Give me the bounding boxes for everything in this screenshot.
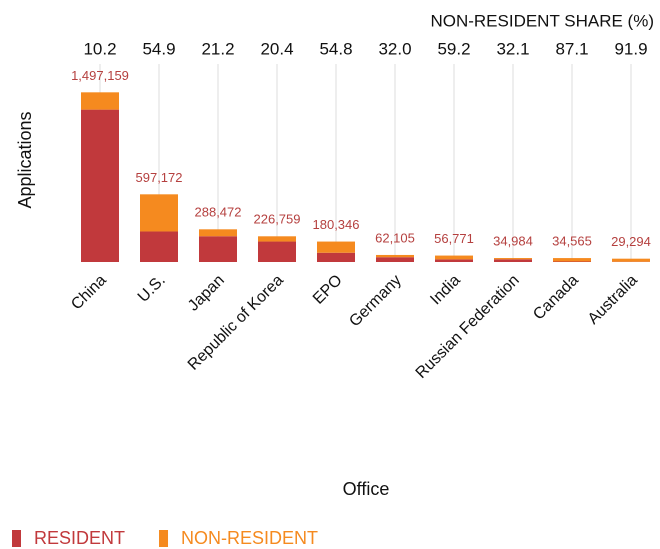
total-label: 288,472 — [195, 205, 242, 220]
share-label: 21.2 — [201, 39, 234, 58]
legend-swatch — [159, 530, 169, 547]
x-tick-label: China — [68, 272, 110, 314]
share-label: 59.2 — [437, 39, 470, 58]
bar-segment — [140, 231, 178, 262]
x-tick-label: Japan — [185, 272, 228, 315]
y-axis-label: Applications — [15, 111, 35, 208]
share-label: 10.2 — [83, 39, 116, 58]
x-tick-label: India — [427, 272, 464, 309]
bar-segment — [435, 255, 473, 260]
x-tick-label: Australia — [585, 272, 641, 328]
bar-segment — [317, 241, 355, 253]
total-label: 597,172 — [136, 170, 183, 185]
bar-segment — [612, 258, 650, 262]
legend-swatch — [12, 530, 21, 547]
total-label: 62,105 — [375, 230, 415, 245]
share-label: 54.8 — [319, 39, 352, 58]
bar-segment — [494, 258, 532, 260]
legend-label: RESIDENT — [34, 528, 125, 548]
bar-segment — [553, 261, 591, 262]
bar-segment — [81, 109, 119, 262]
bar-segment — [494, 259, 532, 262]
share-label: 54.9 — [142, 39, 175, 58]
x-tick-label: U.S. — [135, 272, 169, 306]
x-axis-label: Office — [343, 479, 390, 499]
total-label: 34,565 — [552, 234, 592, 249]
total-label: 226,759 — [254, 212, 301, 227]
bar-segment — [258, 241, 296, 262]
bar-segment — [199, 229, 237, 237]
bar-segment — [199, 236, 237, 262]
bar-segment — [376, 257, 414, 262]
bar-segment — [435, 259, 473, 262]
total-label: 1,497,159 — [71, 68, 129, 83]
bar-segment — [317, 252, 355, 262]
bar-segment — [553, 258, 591, 262]
bar-segment — [81, 92, 119, 110]
share-label: 20.4 — [260, 39, 293, 58]
x-tick-label: Germany — [346, 272, 405, 331]
share-label: 32.1 — [496, 39, 529, 58]
bar-segment — [376, 254, 414, 258]
x-tick-label: Russian Federation — [413, 272, 523, 382]
bar-segment — [258, 236, 296, 242]
share-label: 32.0 — [378, 39, 411, 58]
share-label: 91.9 — [614, 39, 647, 58]
total-label: 29,294 — [611, 234, 651, 249]
total-label: 34,984 — [493, 233, 533, 248]
share-title: NON-RESIDENT SHARE (%) — [430, 11, 654, 30]
total-label: 56,771 — [434, 231, 474, 246]
x-tick-label: EPO — [310, 272, 346, 308]
legend-label: NON-RESIDENT — [181, 528, 318, 548]
x-tick-label: Canada — [530, 272, 582, 324]
bar-segment — [140, 194, 178, 232]
total-label: 180,346 — [313, 217, 360, 232]
share-label: 87.1 — [555, 39, 588, 58]
